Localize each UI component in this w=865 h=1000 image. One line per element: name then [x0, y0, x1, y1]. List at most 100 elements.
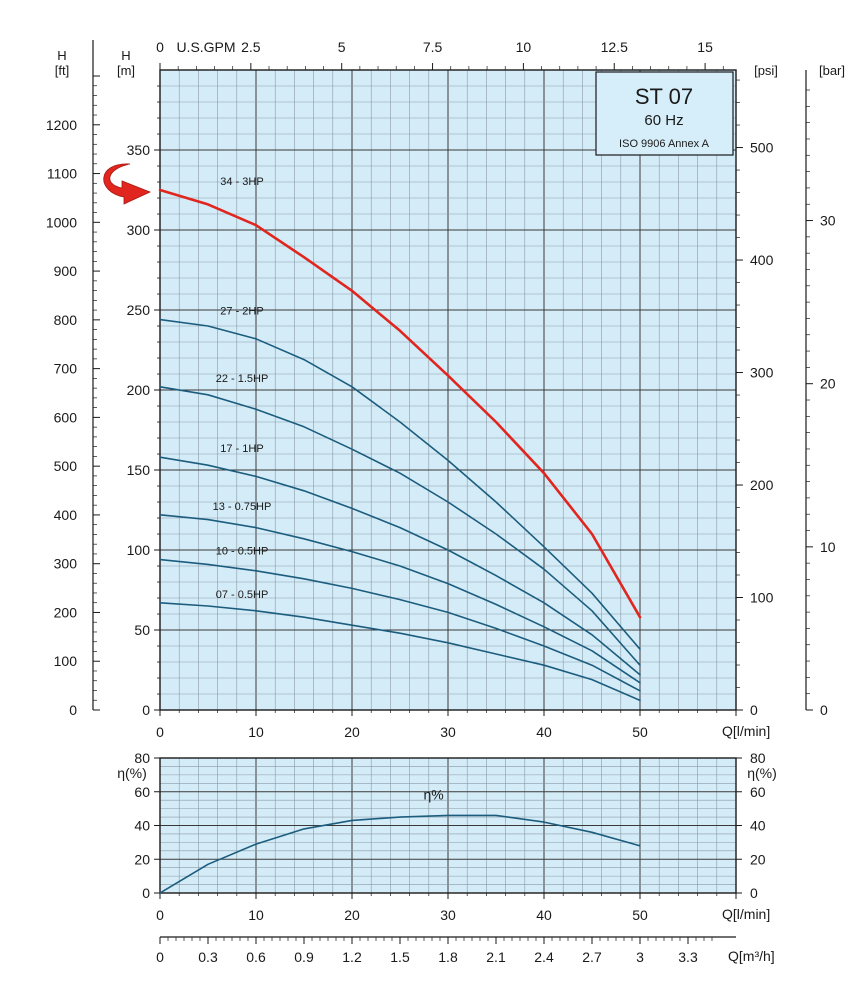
psi-tick-label: 300	[750, 365, 774, 381]
head-curve	[159, 386, 641, 666]
curve-label: 17 - 1HP	[220, 443, 263, 455]
efficiency-curve-label: η%	[423, 786, 443, 802]
gpm-tick-label: 0	[156, 39, 164, 55]
m3h-tick-label: 1.8	[438, 949, 458, 965]
head-curve	[159, 514, 641, 684]
eta-left-tick-label: 60	[134, 784, 150, 800]
title-frequency: 60 Hz	[644, 112, 683, 129]
head-curve	[159, 456, 641, 676]
q-tick-label: 30	[440, 724, 456, 740]
eff-q-tick-label: 10	[248, 907, 264, 923]
eta-right-axis-label: η(%)	[747, 765, 777, 781]
m3h-tick-label: 2.4	[534, 949, 554, 965]
psi-axis-label: [psi]	[754, 63, 778, 78]
m-tick-label: 0	[142, 702, 150, 718]
q-tick-label: 40	[536, 724, 552, 740]
title-box	[595, 71, 734, 156]
head-curve	[159, 602, 641, 702]
m-tick-label: 100	[127, 542, 151, 558]
gpm-tick-label: 5	[338, 39, 346, 55]
ft-tick-label: 1100	[47, 166, 77, 182]
h-m-label-line2: [m]	[117, 63, 135, 78]
psi-tick-label: 400	[750, 252, 774, 268]
ft-tick-label: 0	[69, 702, 77, 718]
psi-tick-label: 0	[750, 702, 758, 718]
m-tick-label: 300	[127, 222, 151, 238]
eff-q-tick-label: 30	[440, 907, 456, 923]
m3h-tick-label: 0	[156, 949, 164, 965]
eff-q-tick-label: 0	[156, 907, 164, 923]
eta-right-tick-label: 20	[750, 851, 766, 867]
psi-tick-label: 100	[750, 590, 774, 606]
eta-right-tick-label: 40	[750, 818, 766, 834]
ft-tick-label: 100	[54, 653, 78, 669]
gpm-tick-label: 15	[697, 39, 713, 55]
head-curve	[159, 558, 641, 692]
h-ft-label-line1: H	[57, 48, 66, 63]
m3h-tick-label: 3	[636, 949, 644, 965]
q-tick-label: 10	[248, 724, 264, 740]
gpm-tick-label: 10	[516, 39, 532, 55]
m3h-tick-label: 0.3	[198, 949, 218, 965]
curve-label: 22 - 1.5HP	[216, 373, 269, 385]
head-curve	[159, 318, 641, 650]
title-model: ST 07	[635, 84, 693, 109]
m3h-tick-label: 3.3	[678, 949, 698, 965]
m3h-tick-label: 0.6	[246, 949, 266, 965]
ft-tick-label: 200	[54, 604, 78, 620]
ft-tick-label: 700	[54, 361, 78, 377]
h-m-label-line1: H	[121, 48, 130, 63]
curve-label: 13 - 0.75HP	[213, 501, 272, 513]
ft-tick-label: 500	[54, 458, 78, 474]
ft-tick-label: 300	[54, 556, 78, 572]
m3h-tick-label: 2.7	[582, 949, 602, 965]
m3h-tick-label: 0.9	[294, 949, 314, 965]
bar-axis-label: [bar]	[819, 63, 845, 78]
ft-tick-label: 900	[54, 263, 78, 279]
m-tick-label: 50	[134, 622, 150, 638]
q-m3h-axis-label: Q[m³/h]	[728, 948, 775, 964]
ft-tick-label: 400	[54, 507, 78, 523]
q-tick-label: 20	[344, 724, 360, 740]
efficiency-curve	[159, 814, 641, 894]
m3h-tick-label: 1.5	[390, 949, 410, 965]
q-tick-label: 50	[632, 724, 648, 740]
highlighted-curve	[158, 188, 642, 619]
eff-q-tick-label: 50	[632, 907, 648, 923]
curve-label: 27 - 2HP	[220, 306, 263, 318]
m-tick-label: 150	[127, 462, 151, 478]
eta-left-tick-label: 40	[134, 818, 150, 834]
ft-tick-label: 1000	[46, 214, 77, 230]
q-lmin-axis-label: Q[l/min]	[722, 723, 770, 739]
psi-tick-label: 500	[750, 140, 774, 156]
eta-right-tick-label: 80	[750, 750, 766, 766]
q-lmin-eff-axis-label: Q[l/min]	[722, 906, 770, 922]
curve-label: 34 - 3HP	[220, 176, 263, 188]
bar-tick-label: 10	[820, 539, 836, 555]
ft-tick-label: 800	[54, 312, 78, 328]
eta-left-tick-label: 20	[134, 851, 150, 867]
m-tick-label: 350	[127, 142, 151, 158]
eta-left-axis-label: η(%)	[117, 765, 147, 781]
m3h-tick-label: 1.2	[342, 949, 362, 965]
ft-tick-label: 1200	[46, 117, 77, 133]
m3h-tick-label: 2.1	[486, 949, 506, 965]
gpm-tick-label: 7.5	[423, 39, 443, 55]
psi-tick-label: 200	[750, 477, 774, 493]
ft-tick-label: 600	[54, 409, 78, 425]
eff-q-tick-label: 40	[536, 907, 552, 923]
eta-right-tick-label: 60	[750, 784, 766, 800]
eta-left-tick-label: 0	[142, 885, 150, 901]
bar-tick-label: 30	[820, 213, 836, 229]
eta-right-tick-label: 0	[750, 885, 758, 901]
h-ft-label-line2: [ft]	[55, 63, 69, 78]
eta-left-tick-label: 80	[134, 750, 150, 766]
bar-tick-label: 20	[820, 376, 836, 392]
q-tick-label: 0	[156, 724, 164, 740]
curve-label: 10 - 0.5HP	[216, 546, 269, 558]
bar-tick-label: 0	[820, 702, 828, 718]
title-standard: ISO 9906 Annex A	[619, 138, 710, 150]
m-tick-label: 250	[127, 302, 151, 318]
m-tick-label: 200	[127, 382, 151, 398]
